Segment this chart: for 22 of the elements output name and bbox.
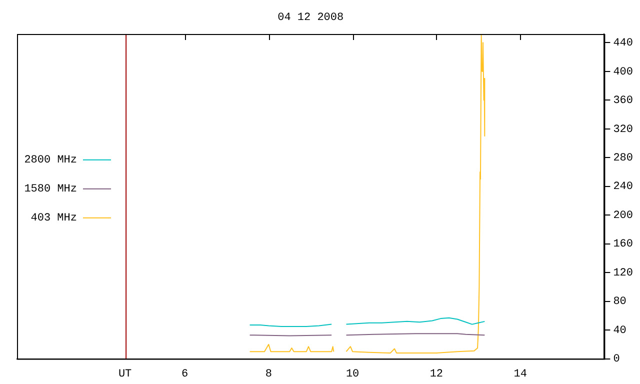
y-tick-label: 160	[613, 238, 634, 251]
x-tick-label: 14	[514, 368, 528, 380]
chart-title: 04 12 2008	[278, 12, 344, 24]
y-tick-label: 200	[613, 210, 634, 222]
x-tick-label: 12	[430, 368, 444, 380]
y-tick-label: 40	[613, 324, 626, 337]
legend-label: 2800 MHz	[24, 154, 77, 166]
y-tick-label: 360	[613, 95, 634, 108]
y-tick-label: 320	[613, 124, 634, 136]
legend-label: 1580 MHz	[24, 183, 77, 196]
y-tick-label: 120	[613, 267, 634, 280]
y-tick-label: 400	[613, 66, 634, 78]
legend-label: 403 MHz	[30, 212, 77, 224]
x-tick-label: 8	[265, 368, 272, 380]
y-tick-label: 280	[613, 152, 634, 165]
x-axis-title: UT	[118, 368, 132, 381]
y-tick-label: 440	[613, 38, 634, 50]
x-tick-label: 10	[346, 368, 360, 380]
x-tick-label: 6	[181, 368, 188, 380]
y-tick-label: 240	[613, 181, 634, 194]
y-tick-label: 0	[613, 354, 620, 366]
y-tick-label: 80	[613, 296, 626, 308]
